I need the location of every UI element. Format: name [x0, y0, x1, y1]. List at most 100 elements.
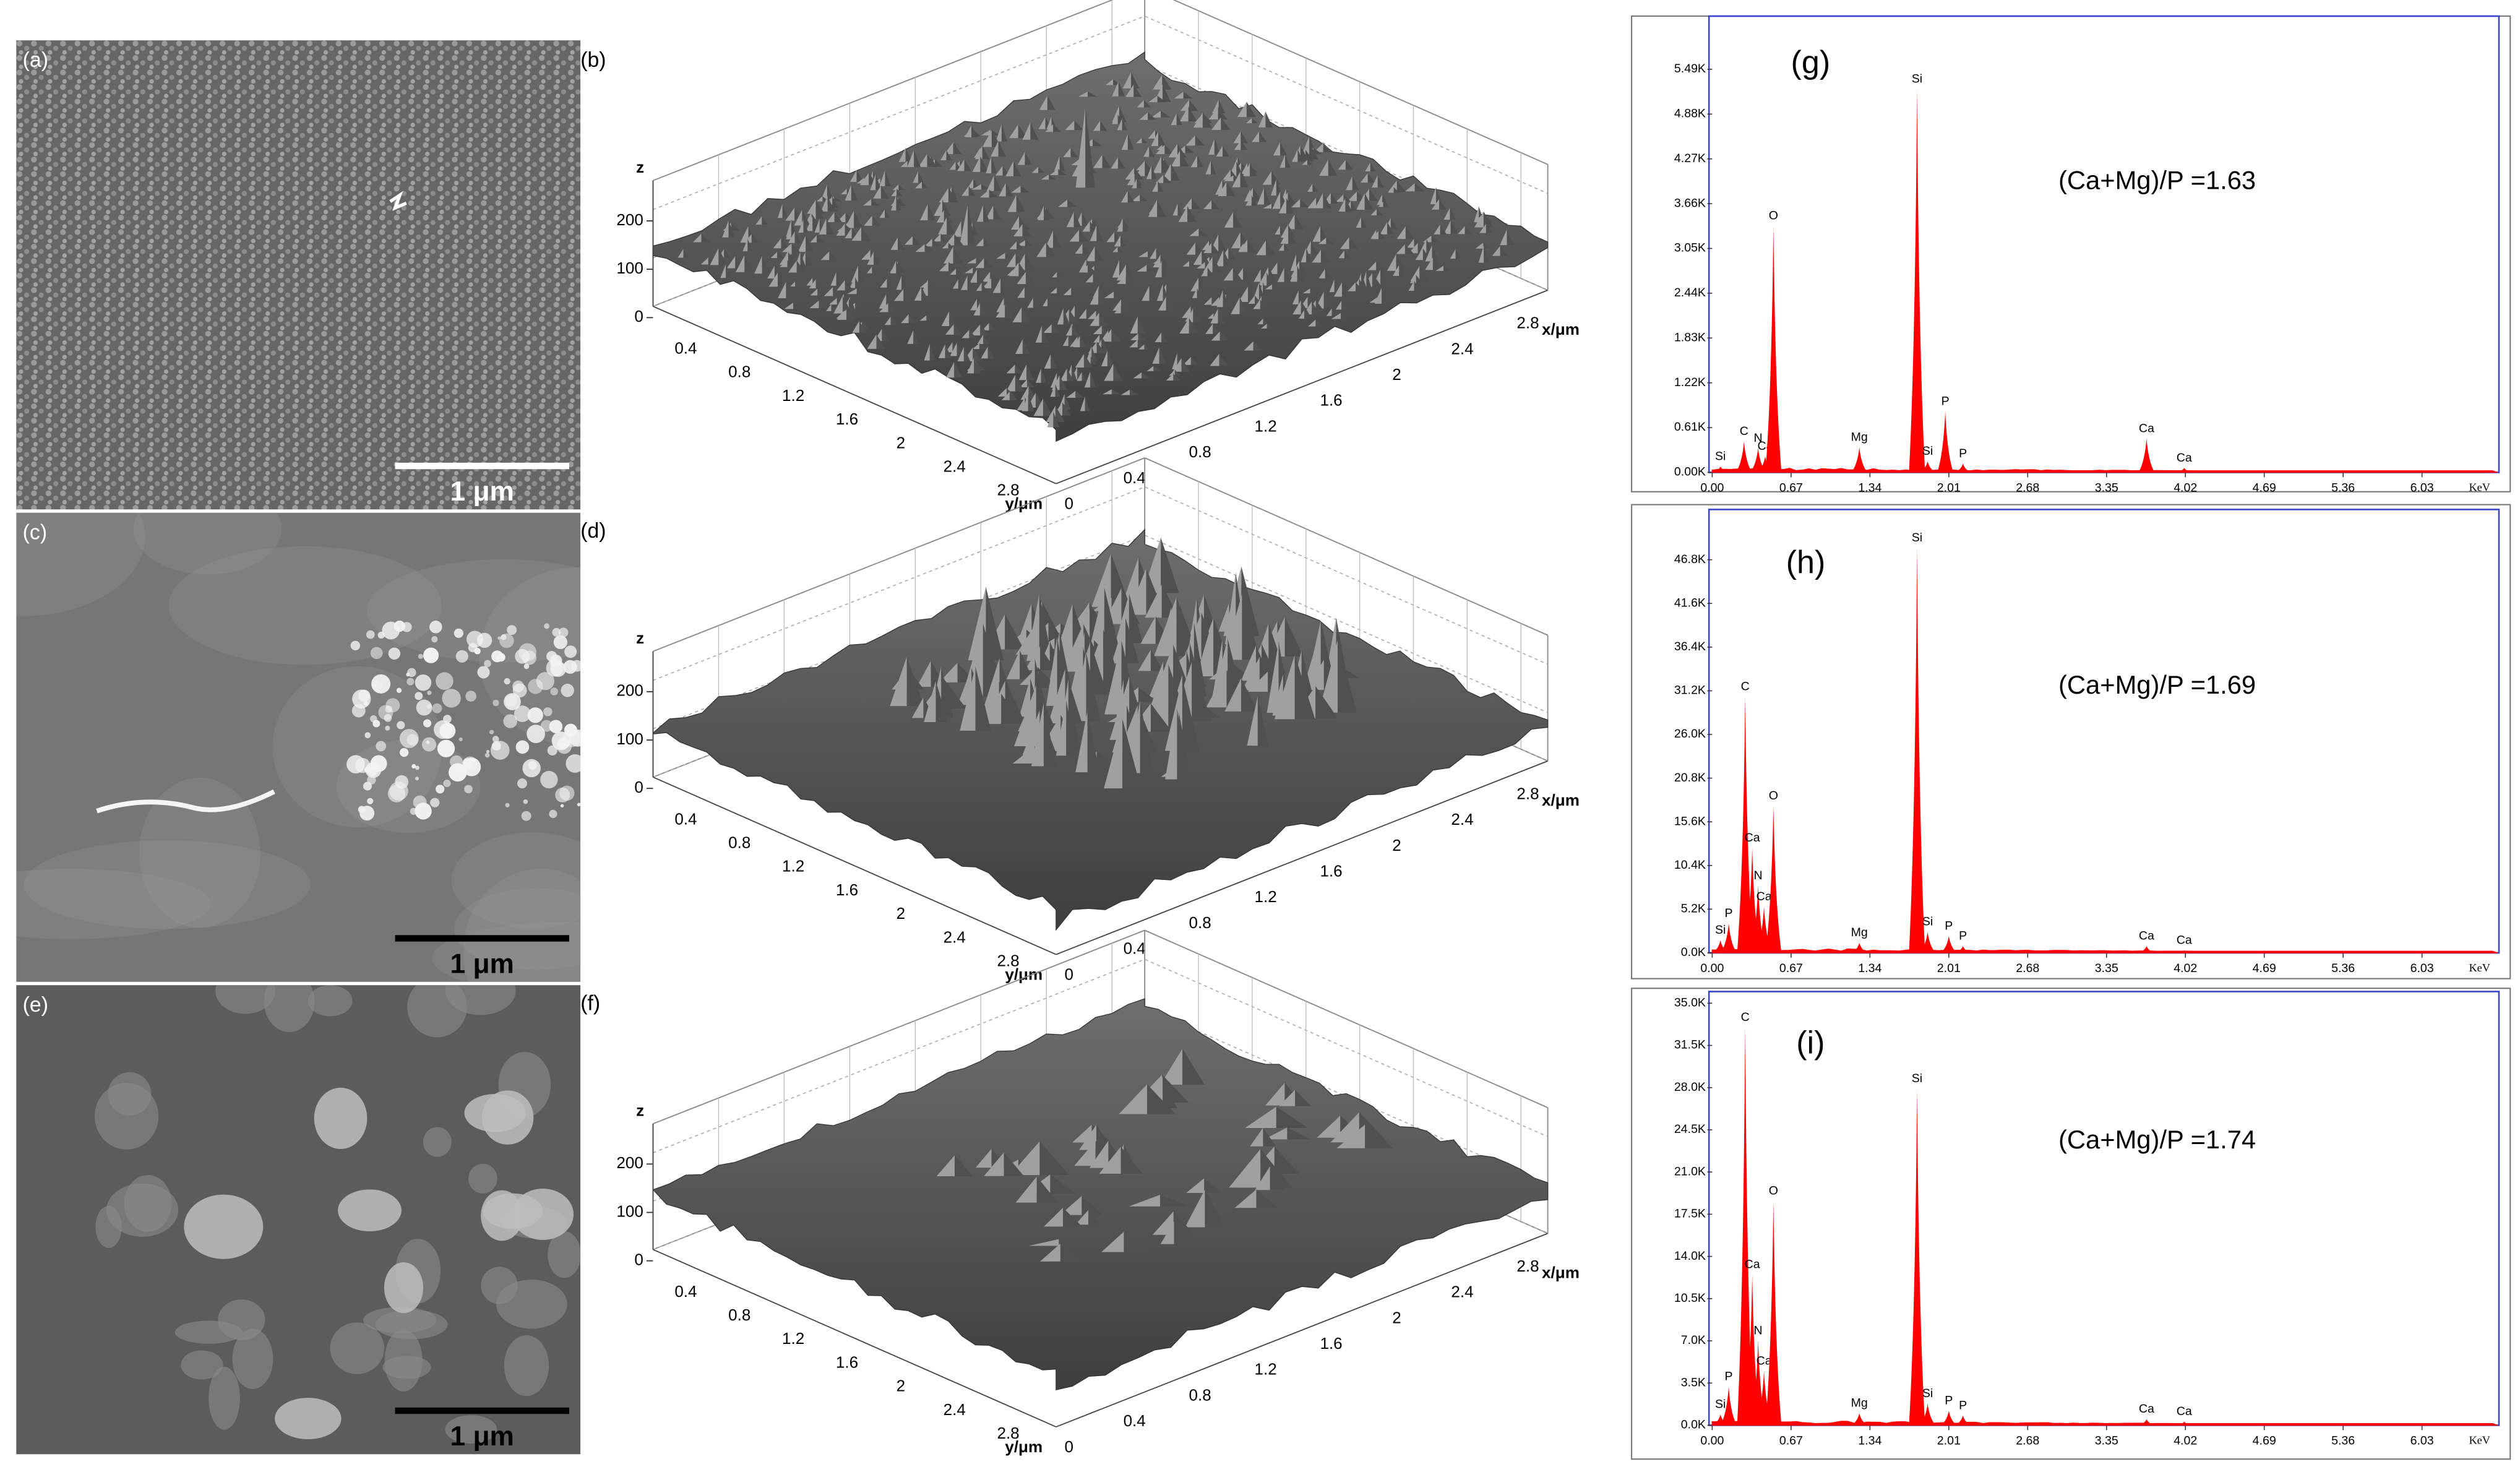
- afm-peak-shade: [1310, 240, 1318, 254]
- afm-peak-shade: [1280, 191, 1289, 209]
- peak: [1765, 225, 1782, 473]
- sem-particle: [377, 631, 385, 639]
- afm-peak-lit: [1479, 223, 1486, 233]
- sem-particle: [314, 1087, 368, 1149]
- afm-peak-shade: [935, 681, 948, 722]
- afm-peak-lit: [1443, 207, 1450, 220]
- background-continuum: [1711, 948, 2498, 953]
- afm-peak-shade: [1352, 176, 1359, 191]
- afm-peak-lit: [1154, 597, 1177, 656]
- afm-peak-shade: [929, 343, 936, 361]
- afm-peak-shade: [1263, 318, 1269, 325]
- afm-peak-lit: [1106, 231, 1115, 243]
- afm-peak-shade: [1272, 284, 1279, 290]
- y-tick-label: 14.0K: [1674, 1249, 1706, 1263]
- afm-peak-shade: [1195, 135, 1205, 146]
- afm-peak-shade: [1204, 1178, 1223, 1194]
- afm-peak-shade: [1297, 148, 1303, 162]
- afm-peak-shade: [1443, 265, 1452, 271]
- sem-particle: [367, 775, 376, 785]
- y-tick-label: 35.0K: [1674, 996, 1706, 1010]
- afm-peak-shade: [1049, 174, 1057, 180]
- afm-peak-shade: [1142, 137, 1148, 144]
- afm-peak-lit: [920, 279, 928, 296]
- afm-peak-shade: [1079, 230, 1089, 242]
- z-tick-label: 200: [616, 210, 643, 229]
- afm-peak-lit: [1155, 260, 1162, 278]
- afm-peak-lit: [1053, 402, 1063, 416]
- afm-peak-lit: [1104, 363, 1114, 381]
- afm-peak-lit: [1223, 267, 1233, 281]
- peak: [2176, 950, 2193, 953]
- afm-peak-shade: [1028, 394, 1034, 411]
- afm-peak-lit: [710, 247, 719, 265]
- peak: [2138, 1419, 2155, 1426]
- afm-peak-shade: [1059, 155, 1065, 171]
- afm-peak-lit: [1067, 306, 1075, 317]
- x-axis-unit: KeV: [2469, 1434, 2490, 1447]
- afm-peak-shade: [1176, 113, 1182, 126]
- sem-particle: [558, 627, 569, 637]
- x-tick-label: 6.03: [2410, 962, 2434, 975]
- peak-label: N: [1754, 1324, 1763, 1338]
- afm-peak-shade: [1166, 283, 1173, 296]
- afm-peak-lit: [1138, 650, 1151, 671]
- y-tick-label: 2: [897, 433, 906, 452]
- sem-particle: [477, 666, 490, 679]
- afm-peak-lit: [1019, 678, 1031, 717]
- afm-peak-lit: [950, 268, 957, 275]
- afm-peak-shade: [1104, 587, 1121, 655]
- z-tick-label: 0: [634, 1250, 643, 1269]
- afm-peak-lit: [1078, 91, 1088, 97]
- panel-label: (f): [580, 991, 600, 1015]
- x-tick-label: 2.8: [1516, 784, 1539, 803]
- afm-peak-shade: [918, 171, 924, 183]
- afm-peak-lit: [1183, 356, 1191, 365]
- background-continuum: [1711, 1420, 2498, 1426]
- afm-peak-lit: [1171, 113, 1177, 126]
- y-tick-label: 0.00K: [1674, 465, 1706, 479]
- afm-peak-shade: [1046, 242, 1056, 257]
- panel-label: (a): [23, 48, 48, 72]
- z-tick-label: 100: [616, 730, 643, 748]
- afm-peak-shade: [1309, 142, 1318, 160]
- afm-peak-lit: [982, 278, 992, 288]
- afm-peak-shade: [1274, 1146, 1299, 1174]
- afm-peak-shade: [1028, 385, 1037, 400]
- afm-peak-shade: [1219, 331, 1229, 341]
- afm-peak-shade: [1088, 1210, 1102, 1225]
- sem-particle: [544, 623, 549, 629]
- afm-peak-shade: [955, 161, 962, 170]
- x-tick-label: 2.68: [2016, 962, 2039, 975]
- afm-peak-shade: [971, 125, 978, 137]
- afm-peak-shade: [1163, 1076, 1177, 1109]
- afm-peak-shade: [1177, 203, 1183, 216]
- afm-peak-shade: [1137, 316, 1146, 334]
- afm-peak-shade: [1138, 687, 1158, 702]
- afm-peak-shade: [1431, 235, 1440, 243]
- afm-peak-shade: [1041, 325, 1049, 343]
- afm-peak-lit: [847, 288, 857, 295]
- afm-peak-shade: [898, 184, 905, 191]
- afm-peak-lit: [965, 267, 973, 273]
- afm-peak-lit: [890, 260, 897, 273]
- afm-peak-shade: [1382, 288, 1389, 304]
- peak: [2138, 438, 2155, 473]
- peak-label: P: [1942, 394, 1950, 408]
- afm-peak-shade: [1422, 248, 1431, 260]
- afm-peak-shade: [795, 281, 801, 286]
- ratio-annotation: (Ca+Mg)/P =1.63: [2058, 165, 2256, 194]
- afm-peak-lit: [1338, 160, 1346, 170]
- x-tick-label: 2.8: [1516, 314, 1539, 332]
- afm-peak-shade: [1356, 282, 1364, 291]
- afm-peak-lit: [1201, 267, 1208, 277]
- sem-grain: [363, 1307, 437, 1333]
- afm-peak-lit: [790, 281, 796, 286]
- peak: [1955, 946, 1971, 953]
- afm-peak-lit: [836, 213, 846, 223]
- afm-peak-lit: [1151, 111, 1161, 118]
- afm-peak-lit: [1015, 1176, 1037, 1203]
- peak-label: P: [1725, 906, 1733, 920]
- afm-peak-shade: [954, 233, 963, 246]
- sem-grain: [463, 869, 581, 982]
